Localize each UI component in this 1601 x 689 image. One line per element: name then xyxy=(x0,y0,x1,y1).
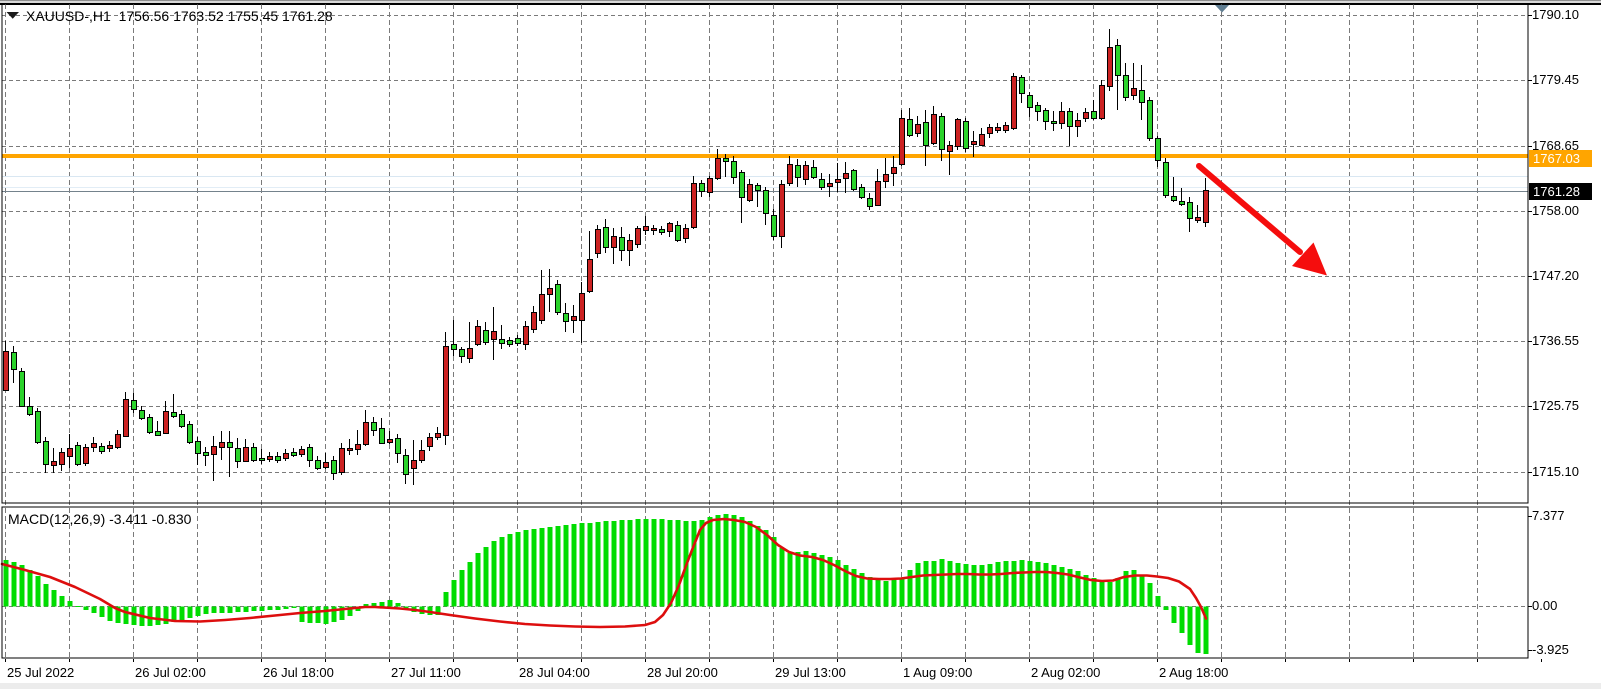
svg-text:XAUUSD-,H1 1756.56 1763.52 17: XAUUSD-,H1 1756.56 1763.52 1755.45 1761.… xyxy=(26,8,333,24)
svg-text:25 Jul 2022: 25 Jul 2022 xyxy=(7,665,74,680)
svg-text:1758.00: 1758.00 xyxy=(1532,203,1579,218)
svg-text:-3.925: -3.925 xyxy=(1532,642,1569,657)
svg-text:1715.10: 1715.10 xyxy=(1532,464,1579,479)
svg-text:1736.55: 1736.55 xyxy=(1532,333,1579,348)
svg-text:29 Jul 13:00: 29 Jul 13:00 xyxy=(775,665,846,680)
svg-text:28 Jul 20:00: 28 Jul 20:00 xyxy=(647,665,718,680)
svg-text:MACD(12,26,9) -3.411 -0.830: MACD(12,26,9) -3.411 -0.830 xyxy=(8,511,192,527)
svg-text:27 Jul 11:00: 27 Jul 11:00 xyxy=(391,665,461,680)
svg-text:1768.65: 1768.65 xyxy=(1532,138,1579,153)
svg-text:1725.75: 1725.75 xyxy=(1532,398,1579,413)
svg-text:28 Jul 04:00: 28 Jul 04:00 xyxy=(519,665,590,680)
svg-text:2 Aug 02:00: 2 Aug 02:00 xyxy=(1031,665,1100,680)
svg-text:1747.20: 1747.20 xyxy=(1532,268,1579,283)
svg-text:1767.03: 1767.03 xyxy=(1533,151,1580,166)
svg-text:7.377: 7.377 xyxy=(1532,508,1565,523)
svg-text:26 Jul 18:00: 26 Jul 18:00 xyxy=(263,665,334,680)
svg-text:1790.10: 1790.10 xyxy=(1532,7,1579,22)
svg-text:0.00: 0.00 xyxy=(1532,598,1557,613)
svg-text:1 Aug 09:00: 1 Aug 09:00 xyxy=(903,665,972,680)
svg-text:1761.28: 1761.28 xyxy=(1533,184,1580,199)
svg-text:26 Jul 02:00: 26 Jul 02:00 xyxy=(135,665,206,680)
svg-text:2 Aug 18:00: 2 Aug 18:00 xyxy=(1159,665,1228,680)
svg-text:1779.45: 1779.45 xyxy=(1532,72,1579,87)
